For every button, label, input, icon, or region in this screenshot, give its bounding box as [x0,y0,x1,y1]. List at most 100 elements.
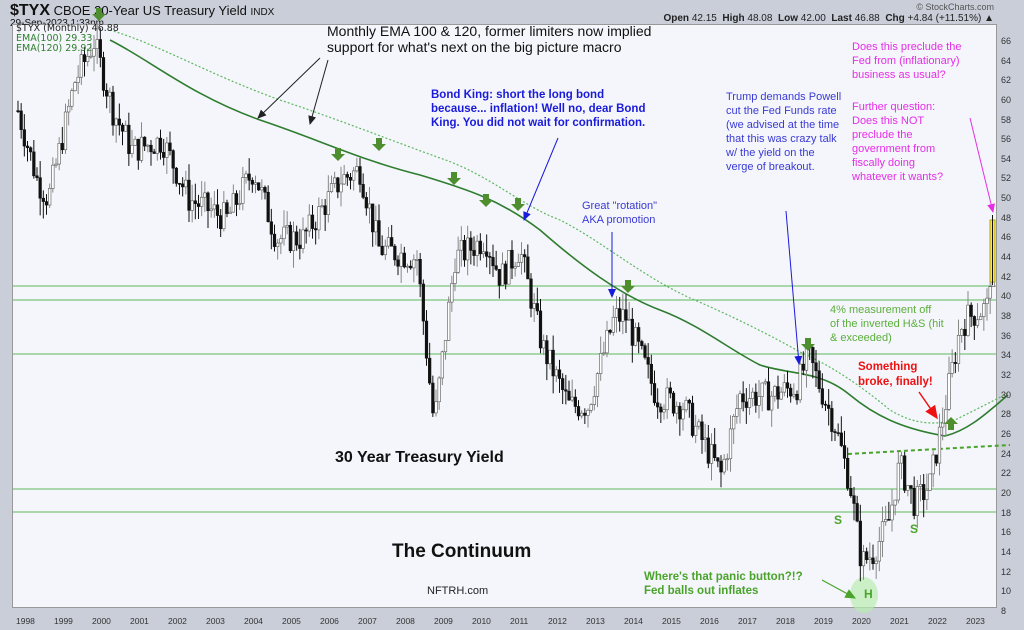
last-value: 46.88 [854,13,880,24]
price-candles [16,23,995,582]
y-tick: 50 [1001,193,1012,204]
ema-note: Monthly EMA 100 & 120, former limiters n… [327,23,652,55]
bond-king-arrow [523,137,559,221]
shoulder-right-label: S [910,522,919,536]
y-tick: 48 [1001,212,1012,223]
y-tick: 64 [1001,55,1012,66]
x-tick: 2003 [206,616,225,626]
y-tick: 46 [1001,232,1012,243]
symbol: $TYX [10,2,51,19]
horizontal-lines [13,285,996,513]
x-tick: 2009 [434,616,453,626]
government-question-note: Further question: Does this NOT preclude t… [852,101,944,183]
panic-arrow [821,579,857,599]
x-tick: 2023 [966,616,985,626]
support-arrow [944,417,958,430]
ema120-line [109,29,1009,424]
y-tick: 34 [1001,350,1012,361]
up-triangle-icon: ▲ [984,13,994,24]
y-tick: 12 [1001,566,1012,577]
legend-ema100: EMA(100) 29.33 [16,33,93,44]
x-tick: 2012 [548,616,567,626]
x-tick: 2018 [776,616,795,626]
y-tick: 20 [1001,488,1012,499]
resistance-arrows [92,8,815,351]
y-tick: 58 [1001,114,1012,125]
open-value: 42.15 [691,13,717,24]
ema-arrow-1 [257,57,321,119]
x-tick: 2019 [814,616,833,626]
ema100-line [109,39,1009,437]
x-tick: 2014 [624,616,643,626]
y-tick: 42 [1001,271,1012,282]
bond-king-note: Bond King: short the long bond because...… [431,89,646,129]
x-tick: 2013 [586,616,605,626]
y-tick: 62 [1001,75,1012,86]
x-tick: 2002 [168,616,187,626]
h-highlight [850,577,878,613]
x-tick: 2004 [244,616,263,626]
x-tick: 2005 [282,616,301,626]
y-tick: 44 [1001,252,1012,263]
low-value: 42.00 [800,13,826,24]
y-tick: 22 [1001,468,1012,479]
rotation-note: Great "rotation" AKA promotion [582,200,658,226]
chart-datetime: 29-Sep-2023 1:33pm [10,18,104,29]
y-tick: 24 [1001,448,1012,459]
y-tick: 38 [1001,311,1012,322]
y-tick: 56 [1001,134,1012,145]
neckline [847,444,1011,455]
y-tick: 16 [1001,527,1012,538]
y-tick: 32 [1001,370,1012,381]
x-tick: 2010 [472,616,491,626]
plot-area [12,24,997,608]
chart-label: 30 Year Treasury Yield [335,449,504,466]
x-tick: 2011 [510,616,529,626]
panic-note: Where's that panic button?!? Fed balls ou… [644,571,803,597]
y-tick: 14 [1001,547,1012,558]
x-tick: 2007 [358,616,377,626]
y-tick: 10 [1001,586,1012,597]
head-label: H [864,587,873,601]
x-tick: 2020 [852,616,871,626]
y-tick: 18 [1001,507,1012,518]
legend-ema120: EMA(120) 29.92 [16,43,93,54]
x-tick: 1999 [54,616,73,626]
x-tick: 2017 [738,616,757,626]
trump-arrow [785,210,803,365]
continuum-title: The Continuum [392,541,532,562]
y-tick: 36 [1001,330,1012,341]
y-tick: 8 [1001,606,1007,616]
x-tick: 2006 [320,616,339,626]
broke-arrow [918,391,938,420]
x-tick: 2016 [700,616,719,626]
x-tick: 1998 [16,616,35,626]
exchange: INDX [250,7,275,18]
x-tick: 2022 [928,616,947,626]
brand: © StockCharts.com [916,2,994,12]
y-tick: 66 [1001,35,1012,46]
x-tick: 2001 [130,616,149,626]
ohlc-summary: Open 42.15 High 48.08 Low 42.00 Last 46.… [663,13,994,24]
y-tick: 26 [1001,429,1012,440]
broke-note: Something broke, finally! [858,361,933,388]
y-tick: 28 [1001,409,1012,420]
y-tick: 52 [1001,173,1012,184]
trump-note: Trump demands Powell cut the Fed Funds ra… [726,91,842,173]
fed-arrow [969,117,995,213]
high-value: 48.08 [747,13,773,24]
measurement-note: 4% measurement off of the inverted H&S (h… [830,304,944,344]
site-label: NFTRH.com [427,585,489,597]
x-tick: 2008 [396,616,415,626]
y-tick: 54 [1001,153,1012,164]
legend: $TYX (Monthly) 46.88 EMA(100) 29.33 EMA(… [16,24,119,54]
y-tick: 40 [1001,291,1012,302]
x-tick: 2015 [662,616,681,626]
chg-value: +4.84 (+11.51%) [907,13,982,24]
ema-arrow-2 [308,59,329,125]
fed-question-note: Does this preclude the Fed from (inflatio… [852,41,962,81]
y-tick: 60 [1001,94,1012,105]
x-tick: 2000 [92,616,111,626]
legend-price: $TYX (Monthly) 46.88 [16,23,119,34]
